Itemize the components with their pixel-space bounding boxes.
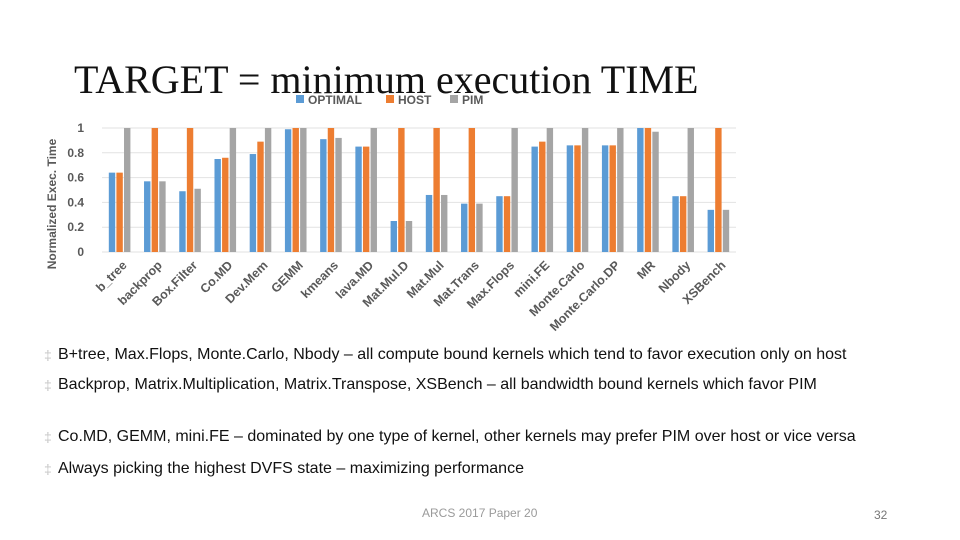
bullet-marker-icon: ‡	[44, 377, 52, 393]
slide-footer: ARCS 2017 Paper 20	[422, 506, 538, 520]
bar-optimal	[284, 129, 292, 252]
bullet-item: ‡ Always picking the highest DVFS state …	[44, 458, 914, 480]
chart-legend: OPTIMAL HOST PIM	[296, 93, 483, 107]
bar-host	[503, 196, 511, 252]
bar-host	[222, 157, 229, 252]
bar-pim	[370, 128, 377, 252]
bar-host	[539, 141, 546, 252]
bar-pim	[581, 128, 589, 252]
y-tick-label: 0.2	[67, 220, 84, 234]
bar-host	[257, 141, 264, 252]
bar-optimal	[214, 159, 221, 252]
bar-host	[715, 128, 722, 252]
bar-pim	[476, 203, 483, 252]
bar-host	[433, 128, 440, 252]
bar-optimal	[461, 203, 468, 252]
bullet-text: Backprop, Matrix.Multiplication, Matrix.…	[58, 376, 817, 393]
bar-host	[292, 128, 299, 252]
bar-pim	[335, 137, 342, 252]
bar-host	[609, 145, 616, 252]
bar-pim	[300, 128, 307, 252]
bar-host	[644, 128, 652, 252]
bar-pim	[405, 221, 413, 252]
bullet-item: ‡ Co.MD, GEMM, mini.FE – dominated by on…	[44, 426, 914, 448]
bar-pim	[652, 131, 659, 252]
y-tick-label: 0	[77, 245, 84, 259]
page-number: 32	[874, 508, 888, 522]
y-tick-label: 0.4	[67, 195, 84, 209]
bullet-marker-icon: ‡	[44, 461, 52, 477]
bullet-item: ‡ Backprop, Matrix.Multiplication, Matri…	[44, 374, 914, 396]
bar-pim	[264, 128, 272, 252]
x-axis-labels: b_treebackpropBox.FilterCo.MDDev.MemGEMM…	[93, 258, 728, 334]
bullet-text: Always picking the highest DVFS state – …	[58, 460, 524, 477]
bar-host	[151, 128, 159, 252]
bar-pim	[617, 128, 624, 252]
bar-optimal	[179, 191, 186, 252]
bullet-list: ‡ B+tree, Max.Flops, Monte.Carlo, Nbody …	[44, 344, 914, 480]
bar-host	[116, 172, 123, 252]
legend-label: HOST	[398, 93, 432, 107]
y-axis-label: Normalized Exec. Time	[45, 138, 59, 269]
legend-swatch	[386, 95, 394, 103]
bullet-marker-icon: ‡	[44, 347, 52, 363]
legend-swatch	[296, 95, 304, 103]
bullet-marker-icon: ‡	[44, 429, 52, 445]
bullet-item: ‡ B+tree, Max.Flops, Monte.Carlo, Nbody …	[44, 344, 914, 366]
legend-label: OPTIMAL	[308, 93, 362, 107]
normalized-exec-time-chart: OPTIMAL HOST PIM 0 0.2 0.4 0.6 0.8 1 b_treeback…	[45, 93, 736, 334]
bar-optimal	[531, 146, 538, 252]
bar-optimal	[108, 172, 116, 252]
bar-host	[327, 128, 335, 252]
bar-optimal	[672, 196, 679, 252]
bar-host	[398, 128, 405, 252]
bar-pim	[124, 128, 131, 252]
bar-optimal	[390, 221, 397, 252]
bar-optimal	[144, 181, 151, 252]
bar-optimal	[355, 146, 362, 252]
bar-optimal	[249, 154, 257, 252]
x-tick-label: MR	[634, 258, 658, 282]
bar-pim	[159, 181, 166, 252]
bar-optimal	[320, 139, 327, 252]
bar-pim	[511, 128, 518, 252]
bullet-text: Co.MD, GEMM, mini.FE – dominated by one …	[58, 428, 856, 445]
bar-optimal	[601, 145, 609, 252]
legend-label: PIM	[462, 93, 483, 107]
y-tick-label: 0.6	[67, 171, 84, 185]
bar-pim	[229, 128, 237, 252]
legend-swatch	[450, 95, 458, 103]
chart-grid	[102, 127, 736, 253]
bar-pim	[722, 209, 730, 252]
bar-pim	[546, 128, 554, 252]
bar-host	[186, 128, 194, 252]
chart-bars	[108, 128, 730, 252]
bar-optimal	[707, 209, 714, 252]
bar-optimal	[496, 196, 503, 252]
slide-title: TARGET = minimum execution TIME	[74, 57, 699, 102]
bar-host	[468, 128, 476, 252]
bar-host	[574, 145, 581, 252]
bar-host	[362, 146, 370, 252]
y-axis-ticks: 0 0.2 0.4 0.6 0.8 1	[67, 121, 84, 259]
bar-host	[679, 196, 687, 252]
y-tick-label: 0.8	[67, 146, 84, 160]
bar-optimal	[566, 145, 574, 252]
bar-pim	[441, 194, 448, 252]
bar-optimal	[425, 194, 433, 252]
bar-optimal	[637, 128, 644, 252]
bullet-text: B+tree, Max.Flops, Monte.Carlo, Nbody – …	[58, 346, 847, 363]
bar-pim	[194, 188, 201, 252]
bar-pim	[687, 128, 694, 252]
y-tick-label: 1	[77, 121, 84, 135]
